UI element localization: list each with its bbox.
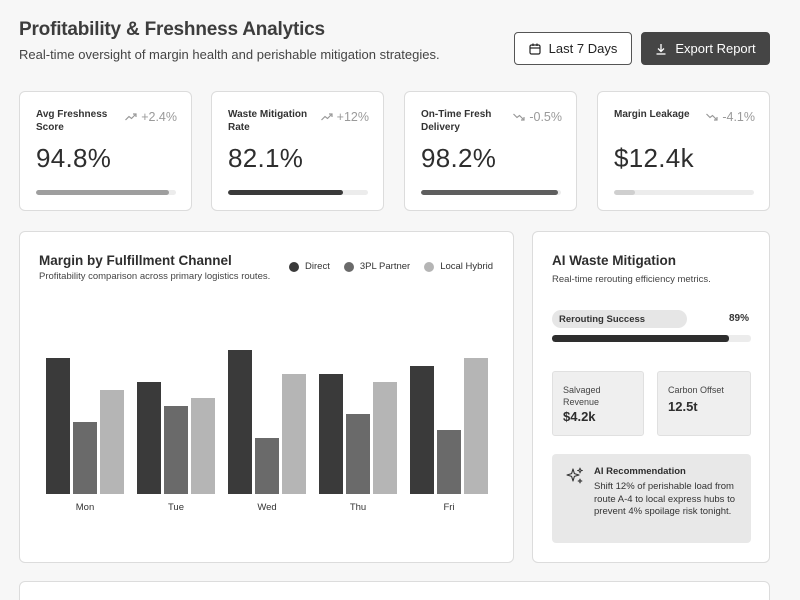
stat-label: Salvaged Revenue xyxy=(563,385,601,407)
legend-label: Local Hybrid xyxy=(440,261,493,272)
stat-carbon-offset: Carbon Offset 12.5t xyxy=(657,371,751,436)
date-range-label: Last 7 Days xyxy=(548,41,618,56)
bar-thu-direct[interactable] xyxy=(319,374,343,494)
bar-mon-local-hybrid[interactable] xyxy=(100,390,124,494)
kpi-progress-fill xyxy=(228,190,343,195)
export-report-button[interactable]: Export Report xyxy=(641,32,770,65)
page-title: Profitability & Freshness Analytics xyxy=(19,19,325,40)
kpi-progress-fill xyxy=(421,190,559,195)
kpi-delta: +12% xyxy=(320,110,369,124)
kpi-value: $12.4k xyxy=(614,143,694,173)
kpi-card-on-time-delivery: On-Time Fresh Delivery -0.5% 98.2% xyxy=(404,91,577,211)
date-range-button[interactable]: Last 7 Days xyxy=(514,32,632,65)
ai-recommendation-title: AI Recommendation xyxy=(594,466,686,477)
page-subtitle: Real-time oversight of margin health and… xyxy=(19,47,440,62)
trend-down-icon xyxy=(706,110,718,124)
legend-label: 3PL Partner xyxy=(359,261,411,272)
rerouting-progress-bar xyxy=(552,335,751,342)
kpi-progress-fill xyxy=(614,190,635,195)
legend-dot xyxy=(343,261,354,272)
chart-subtitle: Profitability comparison across primary … xyxy=(39,271,271,282)
kpi-label: Avg Freshness Score xyxy=(36,109,108,133)
kpi-card-margin-leakage: Margin Leakage -4.1% $12.4k xyxy=(597,91,770,211)
bar-thu-3pl-partner[interactable] xyxy=(346,414,370,494)
bar-tue-direct[interactable] xyxy=(137,382,161,494)
ai-card-title: AI Waste Mitigation xyxy=(552,253,676,268)
legend-item-3pl-partner[interactable]: 3PL Partner xyxy=(343,261,411,272)
bar-mon-direct[interactable] xyxy=(46,358,70,494)
ai-waste-mitigation-card: AI Waste Mitigation Real-time rerouting … xyxy=(532,231,770,563)
kpi-progress-bar xyxy=(36,190,176,195)
kpi-value: 94.8% xyxy=(36,143,112,173)
bar-wed-local-hybrid[interactable] xyxy=(282,374,306,494)
x-tick-label: Mon xyxy=(76,502,94,513)
kpi-delta-value: -0.5% xyxy=(529,110,562,124)
margin-chart-card: Margin by Fulfillment Channel Profitabil… xyxy=(19,231,514,563)
trend-up-icon xyxy=(320,110,333,124)
bar-tue-local-hybrid[interactable] xyxy=(191,398,215,494)
stat-salvaged-revenue: Salvaged Revenue $4.2k xyxy=(552,371,644,436)
rerouting-progress-fill xyxy=(552,335,730,342)
kpi-delta: -4.1% xyxy=(706,110,755,124)
trend-down-icon xyxy=(513,110,525,124)
kpi-label: Margin Leakage xyxy=(614,109,690,120)
kpi-delta: +2.4% xyxy=(125,110,177,124)
chart-legend: Direct 3PL Partner Local Hybrid xyxy=(289,261,493,272)
kpi-card-waste-mitigation: Waste Mitigation Rate +12% 82.1% xyxy=(211,91,384,211)
rerouting-success-badge: Rerouting Success xyxy=(552,310,687,328)
legend-label: Direct xyxy=(305,261,330,272)
download-icon xyxy=(655,43,667,55)
calendar-icon xyxy=(529,43,541,55)
x-tick-label: Fri xyxy=(443,502,454,513)
legend-item-local-hybrid[interactable]: Local Hybrid xyxy=(424,261,493,272)
bar-fri-local-hybrid[interactable] xyxy=(464,358,488,494)
bar-chart: Mon Tue Wed Thu Fri xyxy=(46,350,488,513)
chart-title: Margin by Fulfillment Channel xyxy=(39,253,232,268)
bar-fri-3pl-partner[interactable] xyxy=(437,430,461,494)
legend-dot xyxy=(424,261,435,272)
kpi-value: 98.2% xyxy=(421,143,497,173)
sparkles-icon xyxy=(565,466,585,491)
bar-tue-3pl-partner[interactable] xyxy=(164,406,188,494)
kpi-label: On-Time Fresh Delivery xyxy=(421,109,492,133)
kpi-value: 82.1% xyxy=(228,143,304,173)
stat-label: Carbon Offset xyxy=(668,385,724,395)
kpi-progress-bar xyxy=(614,190,754,195)
bar-mon-3pl-partner[interactable] xyxy=(73,422,97,494)
ai-recommendation-box: AI Recommendation Shift 12% of perishabl… xyxy=(552,454,751,543)
legend-dot xyxy=(289,261,300,272)
x-tick-label: Thu xyxy=(350,502,366,513)
x-tick-label: Tue xyxy=(168,502,184,513)
x-tick-label: Wed xyxy=(257,502,276,513)
bar-thu-local-hybrid[interactable] xyxy=(373,382,397,494)
trend-up-icon xyxy=(125,110,137,124)
stat-value: 12.5t xyxy=(668,399,698,414)
kpi-progress-fill xyxy=(36,190,169,195)
ai-card-subtitle: Real-time rerouting efficiency metrics. xyxy=(552,274,711,285)
stat-value: $4.2k xyxy=(563,409,596,424)
kpi-card-freshness: Avg Freshness Score +2.4% 94.8% xyxy=(19,91,192,211)
ai-recommendation-text: Shift 12% of perishable load from route … xyxy=(594,481,735,517)
legend-item-direct[interactable]: Direct xyxy=(289,261,330,272)
kpi-progress-bar xyxy=(228,190,368,195)
rerouting-success-percent: 89% xyxy=(728,313,749,324)
kpi-delta-value: +12% xyxy=(336,110,369,124)
bar-wed-3pl-partner[interactable] xyxy=(255,438,279,494)
bottom-card xyxy=(19,581,770,600)
kpi-delta: -0.5% xyxy=(513,110,562,124)
kpi-label: Waste Mitigation Rate xyxy=(228,109,308,133)
kpi-delta-value: +2.4% xyxy=(141,110,177,124)
kpi-progress-bar xyxy=(421,190,561,195)
bar-wed-direct[interactable] xyxy=(228,350,252,494)
bar-fri-direct[interactable] xyxy=(410,366,434,494)
export-report-label: Export Report xyxy=(675,41,756,56)
kpi-delta-value: -4.1% xyxy=(722,110,755,124)
